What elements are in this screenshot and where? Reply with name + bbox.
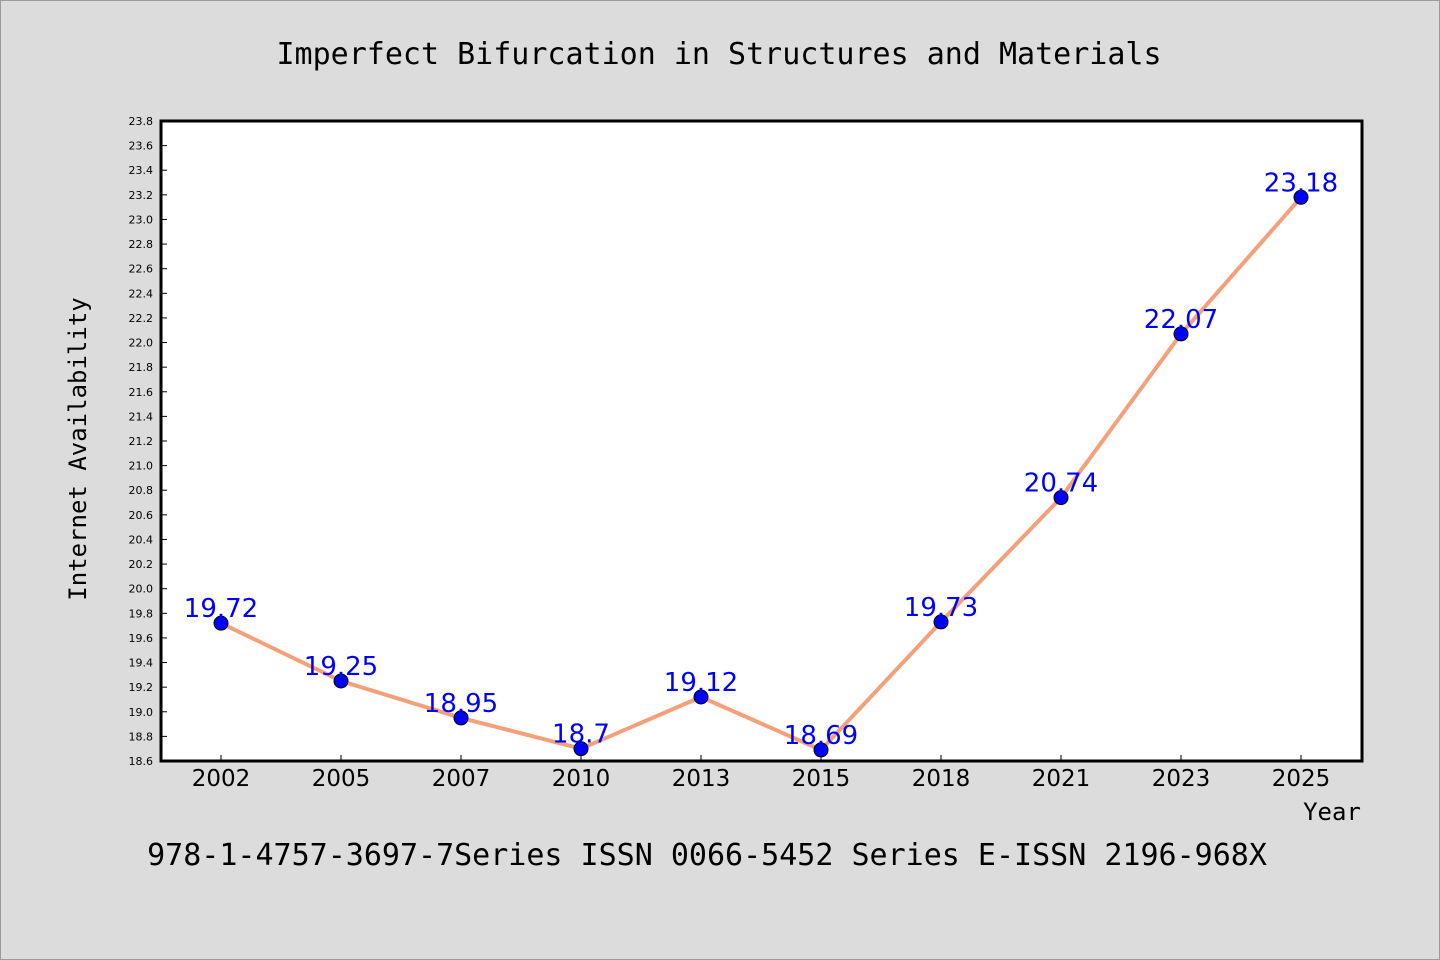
data-point (933, 614, 949, 630)
data-point (333, 673, 349, 689)
data-label: 22.07 (1144, 305, 1218, 335)
y-tick-label: 23.6 (129, 140, 154, 153)
y-tick-label: 23.2 (129, 189, 154, 202)
x-tick-label: 2015 (792, 766, 851, 792)
plot-area (161, 121, 1362, 761)
y-tick-label: 23.4 (129, 164, 154, 177)
data-label: 18.69 (784, 721, 858, 751)
data-point (813, 742, 829, 758)
y-tick-label: 19.0 (129, 706, 154, 719)
y-tick-label: 23.8 (129, 115, 154, 128)
x-tick-label: 2021 (1032, 766, 1091, 792)
x-tick-label: 2018 (912, 766, 971, 792)
data-point (1173, 326, 1189, 342)
y-tick-label: 19.8 (129, 607, 154, 620)
x-tick-label: 2007 (432, 766, 491, 792)
y-tick-label: 21.4 (129, 410, 154, 423)
x-axis: 2002 2005 2007 2010 2013 2015 2018 2021 2023 2025 (192, 755, 1331, 792)
x-axis-title: Year (1303, 798, 1361, 826)
y-tick-label: 23.0 (129, 213, 154, 226)
y-tick-label: 20.8 (129, 484, 154, 497)
y-tick-label: 21.0 (129, 460, 154, 473)
data-label: 23.18 (1264, 168, 1338, 198)
y-tick-label: 20.0 (129, 583, 154, 596)
plot-border (159, 119, 1364, 763)
y-axis: 18.6 18.8 19.0 19.2 19.4 19.6 19.8 20.0 20.2 20.4… (129, 115, 167, 768)
x-tick-label: 2023 (1152, 766, 1211, 792)
data-label: 18.95 (424, 689, 498, 719)
y-tick-label: 19.2 (129, 681, 154, 694)
data-point (213, 615, 229, 631)
data-label: 19.12 (664, 668, 738, 698)
x-tick-label: 2005 (312, 766, 371, 792)
data-point (453, 710, 469, 726)
y-tick-label: 21.2 (129, 435, 154, 448)
y-tick-label: 22.8 (129, 238, 154, 251)
y-tick-label: 22.4 (129, 287, 154, 300)
y-tick-label: 22.0 (129, 337, 154, 350)
data-label: 19.72 (184, 594, 258, 624)
footer-text: 978-1-4757-3697-7Series ISSN 0066-5452 S… (147, 838, 1267, 873)
data-labels: 19.72 19.25 18.95 18.7 19.12 18.69 19.73 20.74 2… (184, 168, 1338, 751)
y-tick-label: 19.6 (129, 632, 154, 645)
y-tick-label: 20.2 (129, 558, 154, 571)
y-tick-label: 19.4 (129, 657, 154, 670)
data-label: 20.74 (1024, 469, 1098, 499)
x-tick-label: 2013 (672, 766, 731, 792)
data-point (573, 741, 589, 757)
y-tick-label: 22.6 (129, 263, 154, 276)
data-label: 18.7 (552, 720, 610, 750)
data-label: 19.25 (304, 652, 378, 682)
y-tick-label: 22.2 (129, 312, 154, 325)
data-point (693, 689, 709, 705)
y-tick-label: 21.6 (129, 386, 154, 399)
x-tick-label: 2002 (192, 766, 251, 792)
data-point (1053, 490, 1069, 506)
y-tick-label: 18.8 (129, 730, 154, 743)
data-point (1293, 189, 1309, 205)
series-line (219, 195, 1303, 752)
x-tick-label: 2025 (1272, 766, 1331, 792)
data-points (213, 189, 1309, 758)
chart-title: Imperfect Bifurcation in Structures and … (276, 37, 1161, 72)
x-tick-label: 2010 (552, 766, 611, 792)
y-axis-title: Internet Availability (64, 297, 92, 600)
data-label: 19.73 (904, 593, 978, 623)
y-tick-label: 21.8 (129, 361, 154, 374)
y-tick-label: 18.6 (129, 755, 154, 768)
y-tick-label: 20.4 (129, 533, 154, 546)
y-tick-label: 20.6 (129, 509, 154, 522)
